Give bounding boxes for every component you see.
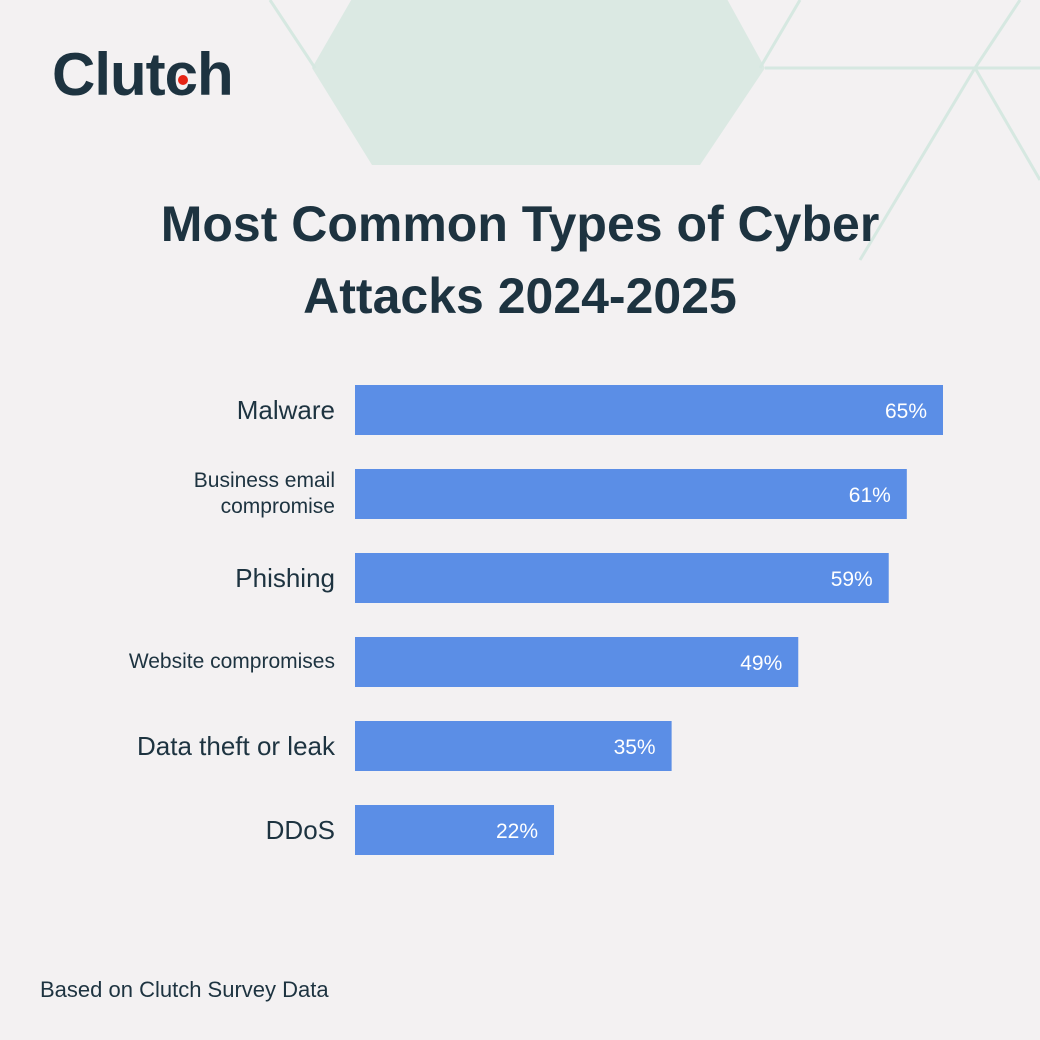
category-label: Business email compromise — [193, 468, 335, 518]
footer: Based on Clutch Survey Data — [40, 977, 329, 1002]
value-label: 49% — [740, 652, 782, 675]
value-label: 35% — [614, 736, 656, 759]
background-hexagon — [312, 0, 765, 165]
bar — [355, 553, 889, 603]
category-label: Website compromises — [128, 650, 335, 673]
value-label: 59% — [831, 568, 873, 591]
value-label: 61% — [849, 484, 891, 507]
background-lines — [268, 0, 1040, 261]
bar — [355, 385, 943, 435]
category-label: DDoS — [265, 814, 335, 845]
value-label: 65% — [885, 400, 927, 423]
bars: 65% 61% 59% 49% 35% 22% — [355, 385, 943, 855]
bar — [355, 721, 672, 771]
category-label: Data theft or leak — [137, 730, 335, 761]
bar — [355, 637, 799, 687]
bar — [355, 469, 907, 519]
chart-title: Most Common Types of Cyber Attacks 2024-… — [160, 196, 880, 324]
category-label: Malware — [236, 394, 335, 425]
category-label: Phishing — [235, 562, 335, 593]
logo-dot — [178, 75, 188, 85]
logo: Clutch — [52, 41, 234, 108]
bar — [355, 805, 555, 855]
value-label: 22% — [496, 820, 538, 843]
